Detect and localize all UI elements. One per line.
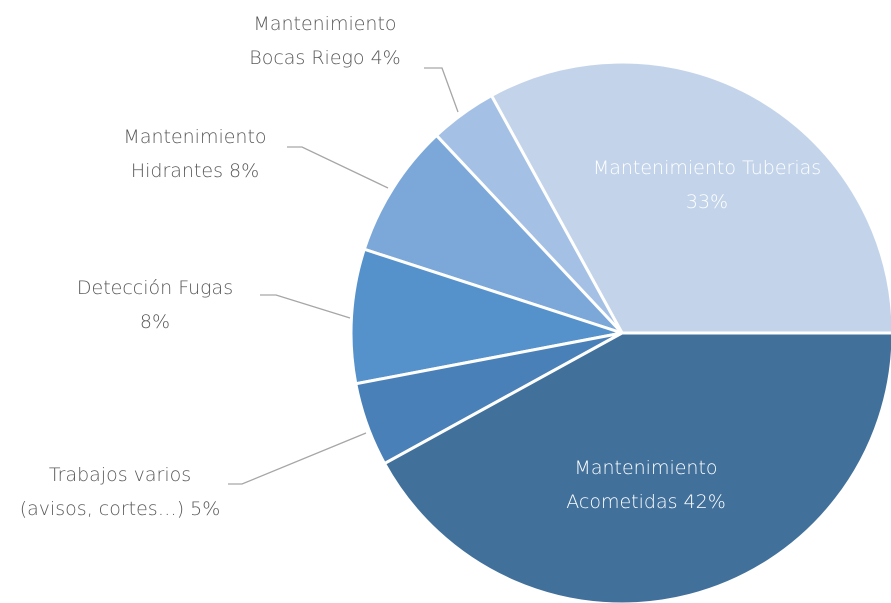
category-label: Mantenimiento Acometidas [566, 457, 718, 513]
pie-slice [489, 60, 891, 335]
leader-line [287, 146, 389, 189]
leader-line [228, 432, 367, 485]
slice-label: Mantenimiento Hidrantes 8% [105, 120, 285, 188]
category-label: Mantenimiento Bocas Riego [249, 13, 397, 69]
value-label: 4% [370, 47, 401, 69]
leader-line [424, 67, 459, 113]
slice-label: Mantenimiento Acometidas 42% [531, 451, 761, 519]
value-label: 33% [685, 191, 729, 213]
category-label: Mantenimiento Tuberias [592, 157, 822, 179]
pie-slice [382, 331, 891, 603]
value-label: 8% [139, 311, 171, 333]
value-label: 42% [683, 491, 726, 513]
slice-label: Trabajos varios (avisos, cortes…) 5% [18, 458, 223, 526]
slice-label: Mantenimiento Tuberias 33% [592, 151, 822, 219]
leader-line [260, 294, 351, 319]
category-label: Detección Fugas [76, 277, 234, 299]
pie-slice [349, 247, 623, 386]
slice-label: Detección Fugas 8% [68, 271, 243, 339]
pie-slice [362, 133, 624, 335]
slice-label: Mantenimiento Bocas Riego 4% [225, 7, 425, 75]
category-label: Trabajos varios (avisos, cortes…) [19, 464, 192, 520]
category-label: Mantenimiento Hidrantes [123, 126, 267, 182]
value-label: 8% [229, 160, 260, 182]
value-label: 5% [190, 498, 221, 520]
